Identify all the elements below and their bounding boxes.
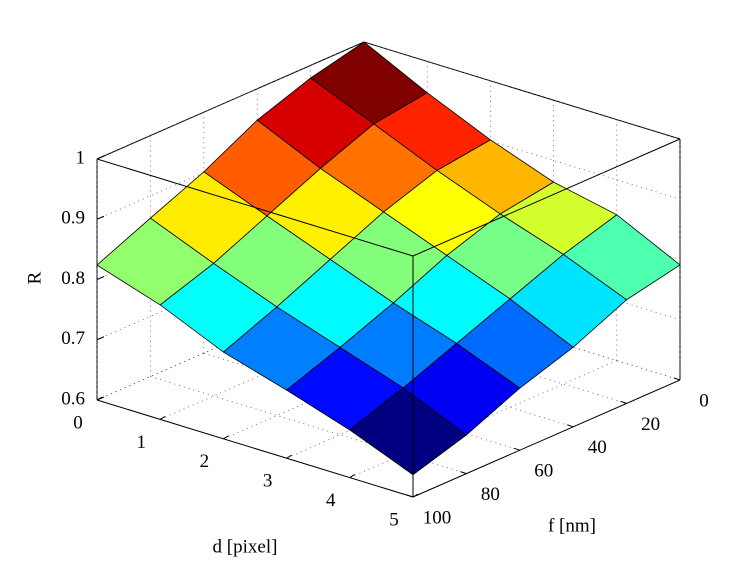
box-edge bbox=[96, 399, 414, 498]
tick-mark bbox=[406, 494, 414, 498]
box-edge bbox=[96, 158, 414, 257]
x-tick-label: 0 bbox=[73, 412, 83, 433]
x-tick-label: 4 bbox=[326, 490, 336, 511]
tick-mark bbox=[673, 377, 681, 381]
tick-mark bbox=[96, 396, 103, 401]
tick-mark bbox=[349, 474, 356, 479]
y-tick-label: 40 bbox=[588, 437, 607, 458]
z-tick-label: 0.8 bbox=[61, 268, 85, 289]
tick-mark bbox=[412, 493, 419, 498]
z-axis-label: R bbox=[24, 271, 45, 284]
tick-mark bbox=[513, 447, 520, 451]
y-tick-label: 0 bbox=[699, 390, 709, 411]
y-tick-label: 60 bbox=[534, 461, 553, 482]
box-edge bbox=[412, 138, 681, 257]
z-tick-label: 1 bbox=[76, 147, 86, 168]
tick-mark bbox=[223, 435, 229, 440]
z-tick-label: 0.6 bbox=[61, 388, 85, 409]
tick-mark bbox=[96, 215, 105, 220]
x-tick-label: 2 bbox=[200, 451, 210, 472]
tick-mark bbox=[96, 336, 105, 341]
x-axis-label: d [pixel] bbox=[213, 536, 278, 557]
x-tick-label: 3 bbox=[263, 471, 273, 492]
surface bbox=[96, 41, 681, 476]
y-tick-label: 100 bbox=[423, 507, 452, 528]
y-axis-label: f [nm] bbox=[548, 515, 596, 536]
tick-mark bbox=[96, 276, 105, 280]
grid-line bbox=[96, 41, 365, 160]
tick-mark bbox=[96, 155, 105, 160]
box-edge bbox=[412, 379, 681, 498]
y-tick-label: 80 bbox=[481, 484, 500, 505]
z-tick-label: 0.7 bbox=[61, 328, 85, 349]
x-tick-label: 1 bbox=[136, 432, 146, 453]
tick-mark bbox=[620, 400, 627, 404]
grid-line bbox=[363, 41, 681, 140]
tick-mark bbox=[567, 424, 574, 428]
z-tick-label: 0.9 bbox=[61, 208, 85, 229]
x-tick-label: 5 bbox=[389, 509, 399, 530]
tick-mark bbox=[460, 471, 467, 475]
tick-mark bbox=[159, 415, 166, 420]
tick-mark bbox=[286, 454, 292, 459]
front-layer: 0.6 0.7 0.8 0.9 1 0 1 2 3 4 5 0 20 40 60 80 100 bbox=[61, 138, 709, 530]
y-tick-label: 20 bbox=[641, 414, 660, 435]
